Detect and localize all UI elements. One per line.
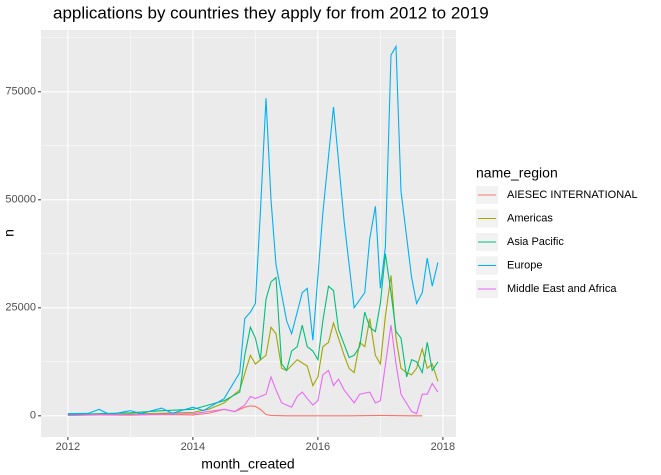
legend-label: Middle East and Africa [507, 283, 617, 295]
y-tick-label: 75000 [5, 86, 36, 98]
x-tick-label: 2016 [306, 441, 330, 453]
series-line [67, 405, 423, 417]
chart-title: applications by countries they apply for… [53, 3, 489, 22]
plot-panel [41, 30, 456, 437]
legend-label: Americas [507, 212, 553, 224]
x-tick-label: 2012 [56, 441, 80, 453]
legend-label: Europe [507, 259, 542, 271]
series-line [67, 44, 439, 416]
legend-label: AIESEC INTERNATIONAL [507, 189, 638, 201]
series-line [67, 275, 439, 416]
y-axis-title: n [1, 229, 17, 237]
x-tick-label: 2018 [431, 441, 455, 453]
x-tick-label: 2014 [181, 441, 205, 453]
series-line [67, 253, 439, 416]
y-tick-label: 25000 [5, 302, 36, 314]
y-tick-label: 50000 [5, 194, 36, 206]
x-axis-title: month_created [201, 456, 294, 472]
legend-label: Asia Pacific [507, 236, 564, 248]
y-tick-label: 0 [30, 410, 36, 422]
legend-title: name_region [476, 165, 558, 181]
series-line [67, 325, 439, 416]
